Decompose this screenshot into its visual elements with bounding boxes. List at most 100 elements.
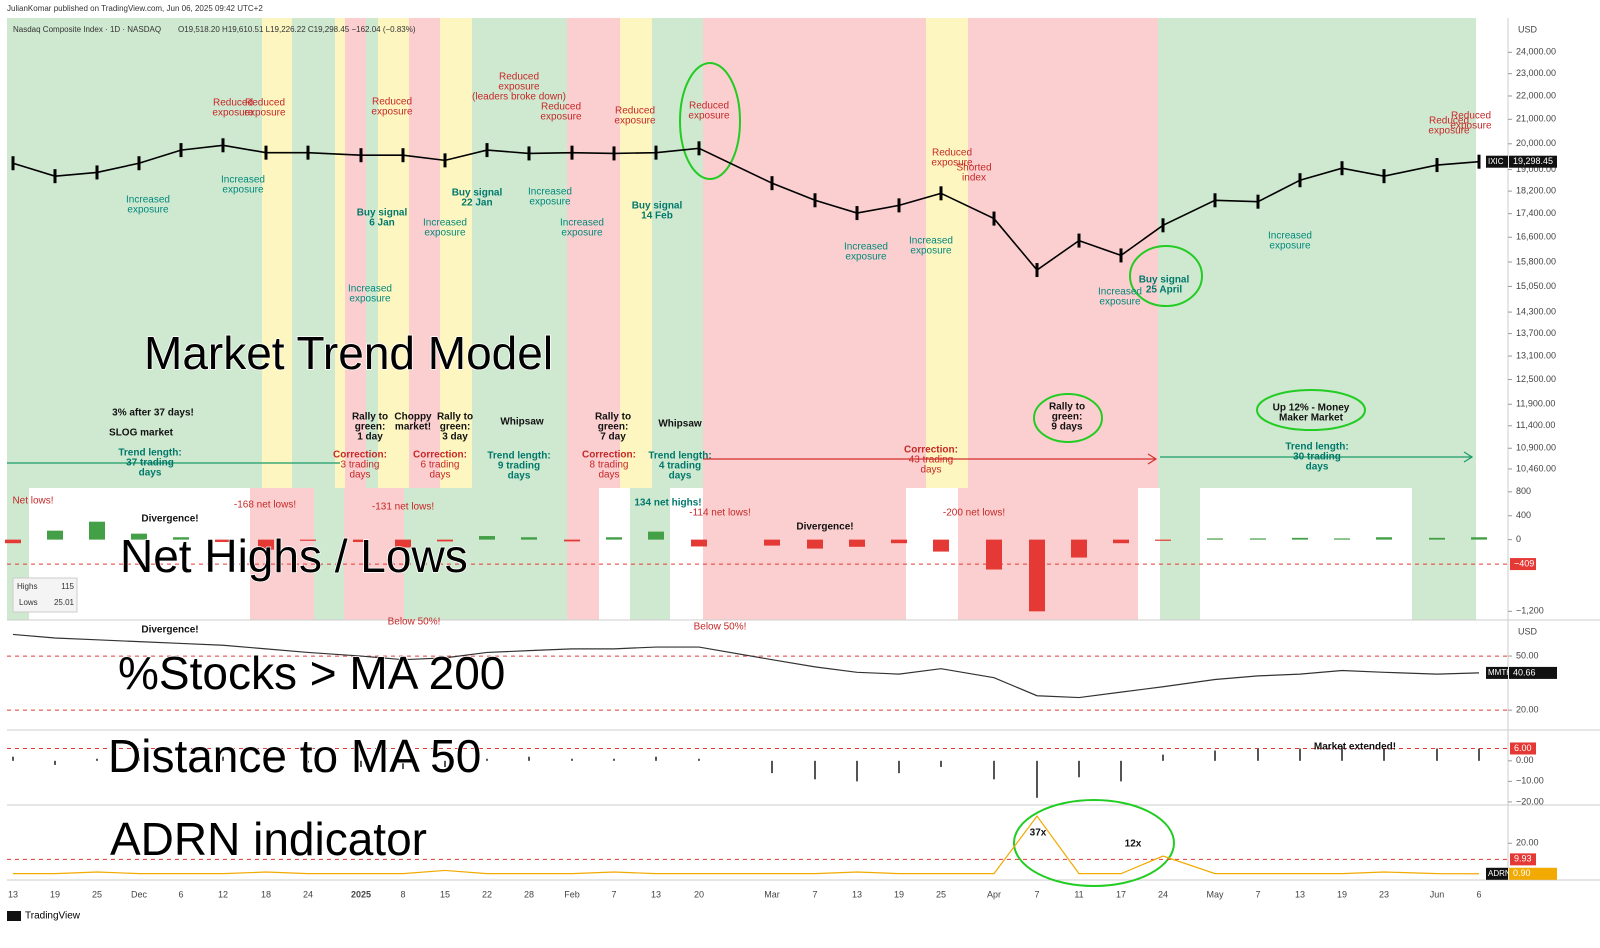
price-bar xyxy=(697,141,701,156)
annotation: Trend length: xyxy=(1285,442,1348,453)
annotation: Below 50%! xyxy=(694,622,747,633)
annotation: exposure xyxy=(1099,297,1141,308)
value-tag-label: 19,298.45 xyxy=(1513,156,1553,166)
annotation: exposure xyxy=(688,111,730,122)
annotation: 1 day xyxy=(357,432,383,443)
price-bar xyxy=(1077,233,1081,248)
annotation: days xyxy=(139,468,162,479)
bar xyxy=(1078,760,1080,778)
annotation: Reduced xyxy=(245,98,285,109)
annotation: 6 Jan xyxy=(369,218,395,229)
annotation: Reduced xyxy=(499,72,539,83)
x-tick-label: 8 xyxy=(400,889,405,899)
legend-value: 25.01 xyxy=(54,598,75,607)
annotation: days xyxy=(920,465,941,476)
legend-label: Highs xyxy=(17,582,37,591)
annotation: Reduced xyxy=(1429,116,1469,127)
bar xyxy=(486,758,488,761)
y-tick-label: 13,100.00 xyxy=(1516,350,1556,360)
y-tick-label: 11,900.00 xyxy=(1516,399,1555,409)
price-bar xyxy=(1340,161,1344,176)
y-tick-label: 11,400.00 xyxy=(1516,420,1555,430)
value-tag xyxy=(1509,867,1557,880)
value-tag-label: 9.93 xyxy=(1514,854,1532,864)
x-tick-label: 20 xyxy=(694,889,704,899)
x-tick-label: 19 xyxy=(50,889,60,899)
y-tick-label: 800 xyxy=(1516,486,1531,496)
annotation: Buy signal xyxy=(452,188,503,199)
annotation: 3 day xyxy=(442,432,468,443)
annotation: 3% after 37 days! xyxy=(112,408,194,419)
bar xyxy=(691,539,707,547)
annotation: Up 12% - Money xyxy=(1273,403,1350,414)
bar xyxy=(89,521,105,540)
ohlc-info: O19,518.20 H19,610.51 L19,226.22 C19,298… xyxy=(178,25,416,34)
annotation: exposure xyxy=(910,246,952,257)
bar xyxy=(5,539,21,544)
x-tick-label: 6 xyxy=(1476,889,1481,899)
x-tick-label: 24 xyxy=(303,889,313,899)
bar xyxy=(54,760,56,765)
legend-box: Highs 115 Lows 25.01 xyxy=(12,577,78,613)
annotation: Trend length: xyxy=(648,451,711,462)
price-bar xyxy=(527,146,531,161)
annotation: Increased xyxy=(221,175,265,186)
x-tick-label: Feb xyxy=(564,889,580,899)
bar xyxy=(648,531,664,540)
annotation: Increased xyxy=(423,218,467,229)
panel-title: ADRN indicator xyxy=(110,813,427,865)
panel-title: Distance to MA 50 xyxy=(108,730,481,782)
annotation: Increased xyxy=(1268,231,1312,242)
price-bar xyxy=(485,143,489,158)
bar xyxy=(1376,537,1392,540)
value-tag xyxy=(1510,742,1536,755)
price-bar xyxy=(1213,193,1217,208)
annotation: Divergence! xyxy=(796,522,853,533)
annotation: exposure xyxy=(1269,241,1311,252)
price-bar xyxy=(1382,169,1386,184)
bar xyxy=(96,758,98,761)
price-bar xyxy=(1035,263,1039,278)
annotation: -131 net lows! xyxy=(372,502,434,513)
annotation: 22 Jan xyxy=(461,198,492,209)
x-tick-label: Jun xyxy=(1430,889,1445,899)
bar xyxy=(1071,539,1087,558)
bar xyxy=(1155,539,1171,541)
annotation: -114 net lows! xyxy=(689,508,751,519)
price-bar xyxy=(939,186,943,201)
x-tick-label: 13 xyxy=(8,889,18,899)
y-tick-label: 0 xyxy=(1516,534,1521,544)
annotation: Maker Market xyxy=(1279,413,1344,424)
annotation: SLOG market xyxy=(109,428,174,439)
bar xyxy=(940,760,942,767)
annotation: Correction: xyxy=(413,450,467,461)
x-tick-label: Mar xyxy=(764,889,780,899)
bar xyxy=(613,758,615,761)
annotation: green: xyxy=(440,422,471,433)
axis-unit: USD xyxy=(1518,626,1538,636)
price-bar xyxy=(570,145,574,160)
y-tick-label: 20.00 xyxy=(1516,705,1539,715)
annotation: Increased xyxy=(126,195,170,206)
annotation: Reduced xyxy=(932,148,972,159)
annotation: days xyxy=(508,471,531,482)
bar xyxy=(12,756,14,761)
annotation: Trend length: xyxy=(487,451,550,462)
y-tick-label: 400 xyxy=(1516,510,1531,520)
annotation: Buy signal xyxy=(357,208,408,219)
price-bar xyxy=(612,146,616,161)
annotation: index xyxy=(962,173,986,184)
x-tick-label: 7 xyxy=(1255,889,1260,899)
y-tick-label: −10.00 xyxy=(1516,776,1544,786)
x-tick-label: 7 xyxy=(611,889,616,899)
series-line xyxy=(13,815,1480,875)
bar xyxy=(444,760,446,767)
bar xyxy=(564,539,580,542)
y-tick-label: 0.00 xyxy=(1516,755,1534,765)
bar xyxy=(300,539,316,541)
publisher: JulianKomar published on TradingView.com… xyxy=(7,4,263,13)
annotation: 12x xyxy=(1125,839,1142,850)
annotation: Choppy xyxy=(394,412,432,423)
price-bar xyxy=(53,169,57,184)
bar xyxy=(1334,538,1350,540)
